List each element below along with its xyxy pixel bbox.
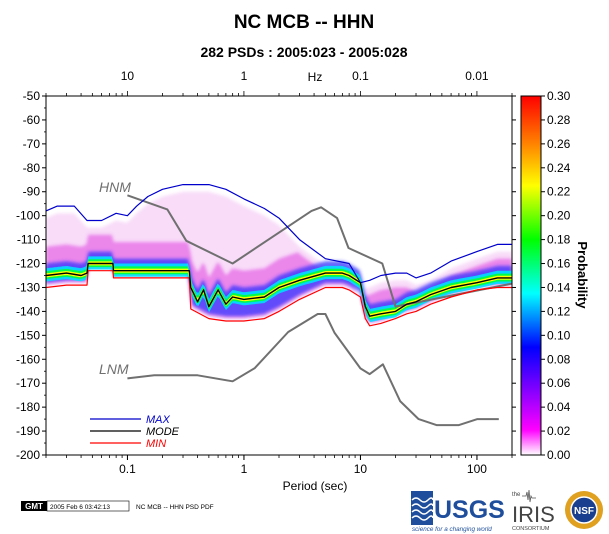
chart-title: NC MCB -- HHN (234, 12, 374, 33)
top-tick-label: 1 (241, 69, 248, 83)
legend-min-label: MIN (146, 438, 166, 450)
gmt-label: GMT (25, 502, 43, 511)
hnm-label: HNM (99, 179, 131, 195)
probability-density (46, 191, 512, 324)
top-tick-label: 10 (121, 69, 135, 83)
colorbar-tick-label: 0.28 (547, 113, 571, 127)
x-axis-label: Period (sec) (283, 479, 348, 493)
y-tick-label: -100 (16, 209, 40, 223)
top-tick-label: 0.01 (465, 69, 489, 83)
colorbar-tick-label: 0.14 (547, 280, 571, 294)
y-tick-label: -110 (17, 233, 40, 247)
iris-small-text: the (512, 492, 521, 498)
usgs-text: USGS (434, 496, 505, 524)
colorbar: 0.00 0.02 0.04 0.06 0.08 0.10 0.12 0.14 0.16 0.18… (520, 89, 590, 462)
colorbar-tick-label: 0.30 (547, 89, 571, 103)
gmt-badge (21, 501, 47, 511)
colorbar-tick-label: 0.06 (547, 376, 571, 390)
usgs-wave-icon (411, 497, 434, 521)
max-curve (46, 184, 512, 284)
top-tick-label: 0.1 (352, 69, 369, 83)
y-tick-label: -50 (23, 89, 41, 103)
lnm-label: LNM (99, 361, 129, 377)
y-tick-label: -90 (23, 185, 41, 199)
colorbar-tick-label: 0.10 (547, 328, 571, 342)
seismogram-icon (522, 489, 536, 503)
usgs-logo: USGS science for a changing world (411, 491, 505, 533)
legend: MAX MODE MIN (90, 414, 180, 450)
y-tick-label: -70 (23, 137, 41, 151)
colorbar-tick-label: 0.20 (547, 209, 571, 223)
chart-subtitle: 282 PSDs : 2005:023 - 2005:028 (200, 44, 407, 60)
colorbar-ticks: 0.00 0.02 0.04 0.06 0.08 0.10 0.12 0.14 0.16 0.18… (541, 89, 571, 462)
colorbar-tick-label: 0.18 (547, 233, 571, 247)
mode-curve (46, 262, 512, 317)
density-faint (46, 191, 512, 314)
lnm-model-line (127, 313, 499, 427)
x-tick-label: 10 (354, 462, 368, 476)
colorbar-tick-label: 0.12 (547, 304, 571, 318)
usgs-tagline: science for a changing world (412, 526, 492, 533)
colorbar-tick-label: 0.04 (547, 400, 571, 414)
colorbar-tick-label: 0.22 (547, 185, 571, 199)
colorbar-tick-label: 0.16 (547, 257, 571, 271)
y-tick-label: -130 (16, 280, 40, 294)
colorbar-label: Probability (575, 241, 590, 309)
axes: -50 -60 -70 -80 -90 -100 -110 -120 -130 -140 -150 -… (16, 69, 516, 476)
y-tick-label: -80 (23, 161, 41, 175)
hnm-model-line (127, 194, 512, 308)
y-tick-label: -60 (23, 113, 41, 127)
colorbar-tick-label: 0.02 (547, 424, 571, 438)
y-tick-label: -140 (16, 304, 40, 318)
nsf-logo: NSF (565, 491, 603, 529)
colorbar-tick-label: 0.08 (547, 352, 571, 366)
density-green (46, 259, 512, 320)
y-tick-label: -150 (16, 328, 40, 342)
colorbar-gradient (520, 95, 542, 456)
iris-tagline: CONSORTIUM (512, 526, 550, 532)
timestamp-box (46, 500, 130, 512)
legend-max-label: MAX (146, 414, 171, 426)
x-tick-label: 100 (467, 462, 487, 476)
y-tick-label: -120 (16, 257, 40, 271)
colorbar-tick-label: 0.00 (547, 448, 571, 462)
footer: GMT 2005 Feb 6 03:42:13 NC MCB -- HHN PS… (21, 500, 214, 512)
min-curve (46, 270, 512, 327)
x-tick-label: 0.1 (119, 462, 136, 476)
y-tick-label: -200 (16, 448, 40, 462)
y-tick-label: -170 (16, 376, 40, 390)
y-tick-label: -160 (16, 352, 40, 366)
y-tick-label: -190 (16, 424, 40, 438)
legend-mode-label: MODE (146, 426, 180, 438)
iris-logo: the IRIS CONSORTIUM (512, 489, 555, 532)
timestamp: 2005 Feb 6 03:42:13 (50, 504, 110, 511)
colorbar-tick-label: 0.26 (547, 137, 571, 151)
x-tick-label: 1 (241, 462, 248, 476)
nsf-text: NSF (574, 506, 594, 517)
iris-text: IRIS (512, 502, 555, 527)
y-tick-label: -180 (16, 400, 40, 414)
curves (46, 184, 512, 427)
colorbar-tick-label: 0.24 (547, 161, 571, 175)
plot-filename: NC MCB -- HHN PSD PDF (136, 504, 214, 511)
nsf-globe-icon (570, 496, 598, 524)
top-axis-label: Hz (308, 70, 323, 84)
